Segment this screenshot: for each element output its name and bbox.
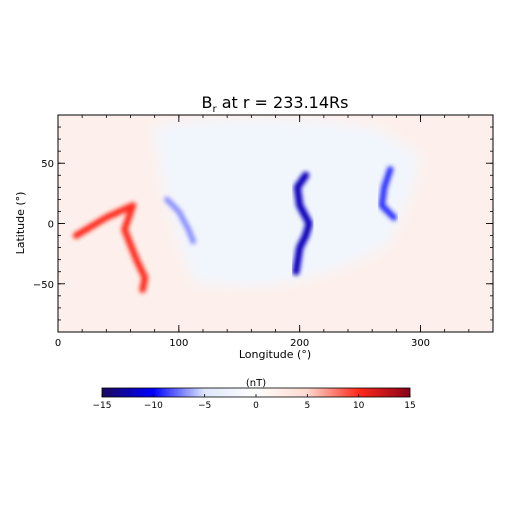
- region-negative-0: [153, 118, 421, 287]
- x-tick-label: 0: [55, 338, 61, 349]
- x-tick-label: 300: [411, 338, 430, 349]
- x-tick-label: 200: [290, 338, 309, 349]
- x-tick-label: 100: [169, 338, 188, 349]
- colorbar-tick-label: −10: [144, 401, 163, 411]
- colorbar-label: (nT): [246, 378, 266, 389]
- colorbar-tick-label: 5: [304, 401, 310, 411]
- x-axis: 0 100 200 300: [55, 115, 494, 349]
- title-main: B: [202, 93, 213, 112]
- colorbar: (nT) −15 −10 −5 0 5 10 15: [93, 378, 416, 411]
- feature-negative-3: [378, 166, 397, 221]
- plot-area: [58, 115, 493, 332]
- y-axis: −50 0 50: [33, 114, 493, 333]
- y-tick-label: 50: [41, 159, 54, 170]
- colorbar-tick-label: 15: [404, 401, 415, 411]
- colorbar-tick-label: 0: [253, 401, 259, 411]
- title-sub: r: [213, 104, 218, 115]
- title-rest: at r = 233.14Rs: [217, 93, 349, 112]
- colorbar-tick-label: 10: [353, 401, 365, 411]
- y-tick-label: 0: [48, 220, 54, 231]
- x-axis-label: Longitude (°): [239, 348, 311, 361]
- colorbar-tick-label: −5: [198, 401, 211, 411]
- y-tick-label: −50: [33, 280, 54, 291]
- y-axis-label: Latitude (°): [14, 192, 27, 255]
- colorbar-tick-label: −15: [93, 401, 112, 411]
- feature-negative-2: [292, 171, 313, 276]
- feature-negative-1: [164, 196, 197, 245]
- feature-positive-0: [72, 202, 149, 294]
- chart-title: Br at r = 233.14Rs: [202, 93, 349, 115]
